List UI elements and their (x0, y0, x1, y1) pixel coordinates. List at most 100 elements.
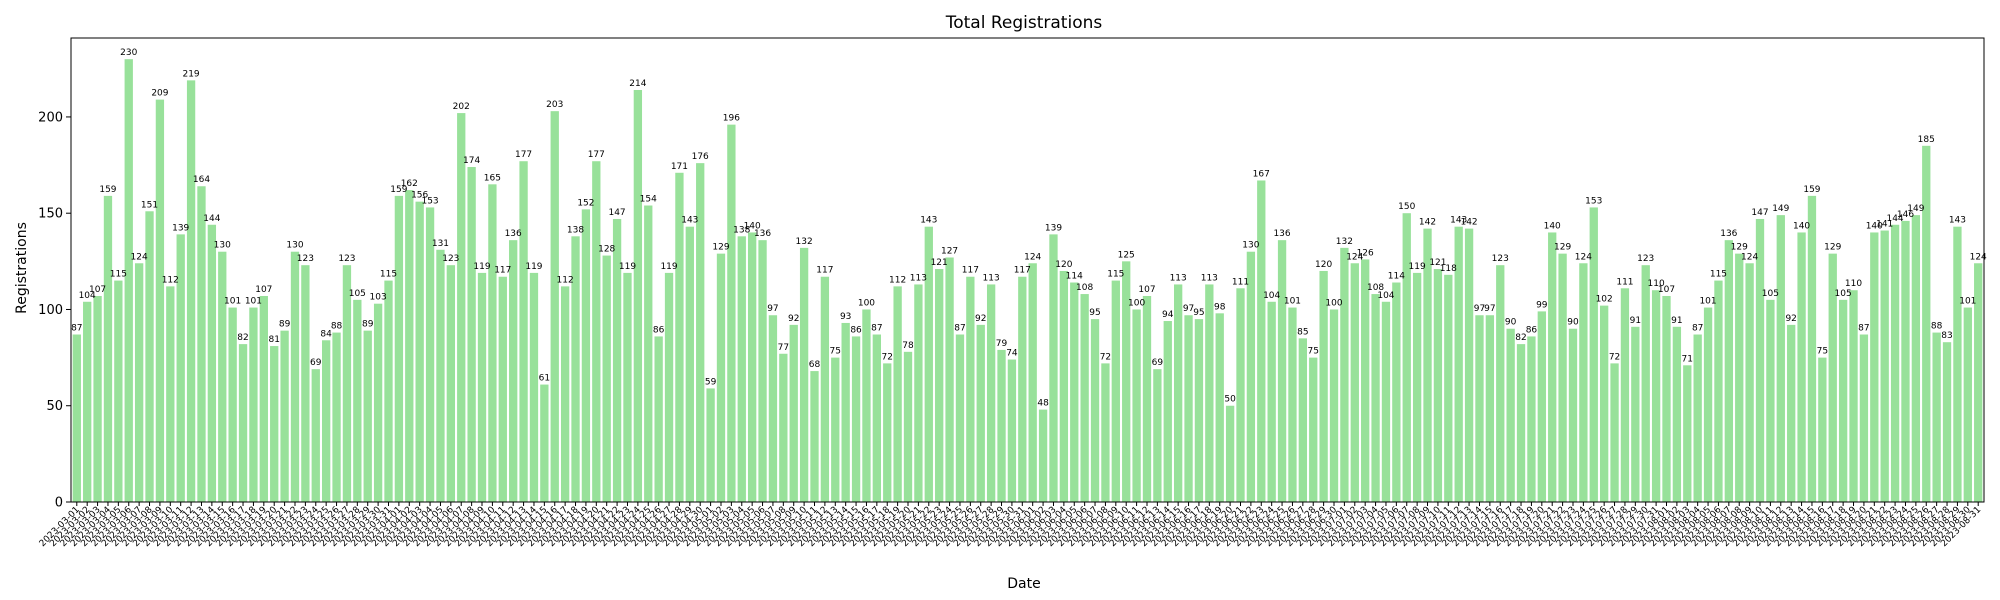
bar (820, 276, 830, 502)
bar (332, 332, 341, 502)
x-axis: 2023-03-012023-03-022023-03-032023-03-04… (38, 502, 1983, 549)
bar-value-label: 86 (1526, 325, 1538, 335)
bar-value-label: 129 (712, 243, 729, 253)
bar (1496, 265, 1505, 502)
bar (1423, 228, 1432, 502)
bar (1849, 290, 1858, 502)
bar-value-label: 97 (1474, 304, 1485, 314)
bar-value-label: 127 (941, 246, 958, 256)
bar-value-label: 86 (653, 325, 665, 335)
bar-value-label: 92 (1785, 314, 1796, 324)
bar-value-label: 110 (1648, 279, 1665, 289)
bar (872, 334, 881, 502)
bar-value-label: 202 (453, 102, 470, 112)
bar-value-label: 130 (214, 241, 231, 251)
bar-value-label: 162 (401, 179, 418, 189)
bar (1163, 321, 1172, 502)
bar-value-label: 159 (99, 185, 116, 195)
bar (1018, 276, 1027, 502)
bar-value-label: 123 (1637, 254, 1654, 264)
bar (748, 232, 757, 503)
bar-value-label: 113 (910, 273, 927, 283)
bar-value-label: 115 (1107, 270, 1124, 280)
bar (1288, 307, 1297, 502)
bar-value-label: 203 (546, 100, 563, 110)
bar (1361, 259, 1370, 502)
bar-value-label: 69 (1152, 358, 1164, 368)
bar (1953, 226, 1962, 503)
bar-value-label: 123 (338, 254, 355, 264)
bar-value-label: 140 (744, 221, 761, 231)
bar (540, 384, 549, 502)
bar (1174, 284, 1183, 502)
bar-value-label: 115 (110, 270, 127, 280)
bar-value-label: 112 (889, 275, 906, 285)
bar-value-label: 74 (1006, 349, 1018, 359)
bar-value-label: 50 (1224, 395, 1236, 405)
bar-value-label: 139 (1045, 223, 1062, 233)
bar (1548, 232, 1557, 503)
bar-value-label: 89 (279, 320, 291, 330)
bar (633, 89, 643, 503)
bar (342, 265, 352, 502)
bar (1070, 282, 1079, 502)
bar-value-label: 105 (1835, 289, 1852, 299)
bar-value-label: 75 (1308, 347, 1319, 357)
y-tick-label: 150 (38, 207, 63, 222)
bar-value-label: 130 (1242, 241, 1259, 251)
bar-value-label: 105 (349, 289, 366, 299)
bar (218, 251, 227, 502)
bar (1807, 195, 1817, 502)
bar (1932, 332, 1941, 502)
bar-value-label: 138 (733, 225, 750, 235)
bar (789, 324, 798, 502)
bar (509, 240, 518, 503)
bar-value-label: 159 (1803, 185, 1820, 195)
bar (1412, 272, 1422, 502)
bar-value-label: 101 (1284, 297, 1301, 307)
bar (436, 249, 445, 502)
bar (1267, 301, 1276, 502)
bar-value-label: 82 (237, 333, 248, 343)
bar-value-label: 147 (1751, 208, 1768, 218)
bar-value-label: 119 (1409, 262, 1426, 272)
bar (197, 186, 206, 502)
bar (550, 111, 559, 502)
bar-value-label: 94 (1162, 310, 1174, 320)
bar-value-label: 107 (1658, 285, 1675, 295)
bar-value-label: 120 (1315, 260, 1332, 270)
bar (1922, 145, 1931, 502)
bar (1059, 270, 1069, 502)
bar-value-label: 124 (1970, 252, 1987, 262)
bar (862, 309, 871, 502)
bar (290, 251, 300, 502)
bar (966, 276, 975, 502)
bar (405, 190, 414, 502)
bar-value-label: 149 (1907, 204, 1924, 214)
bar (685, 226, 694, 503)
bar-value-label: 230 (120, 48, 137, 58)
bar (270, 346, 279, 502)
bar (259, 295, 268, 502)
bar (1454, 226, 1463, 503)
bar-value-label: 144 (203, 214, 220, 224)
bar (1558, 253, 1567, 502)
bar (560, 286, 570, 502)
bar (1600, 305, 1609, 502)
bar (1090, 319, 1100, 502)
bar-value-label: 105 (1762, 289, 1779, 299)
bar-value-label: 123 (442, 254, 459, 264)
bar-value-label: 165 (484, 173, 501, 183)
bar (1766, 299, 1775, 502)
bar (83, 301, 92, 502)
bar (986, 284, 996, 502)
bar-value-label: 91 (1671, 316, 1682, 326)
bar-value-label: 75 (1817, 347, 1828, 357)
bar (238, 344, 248, 502)
bar-value-label: 91 (1630, 316, 1641, 326)
bar-value-label: 153 (1585, 196, 1602, 206)
bar-value-label: 214 (629, 79, 646, 89)
y-tick-label: 100 (38, 303, 63, 318)
bar-value-label: 129 (1554, 243, 1571, 253)
bar-value-label: 111 (1232, 277, 1249, 287)
